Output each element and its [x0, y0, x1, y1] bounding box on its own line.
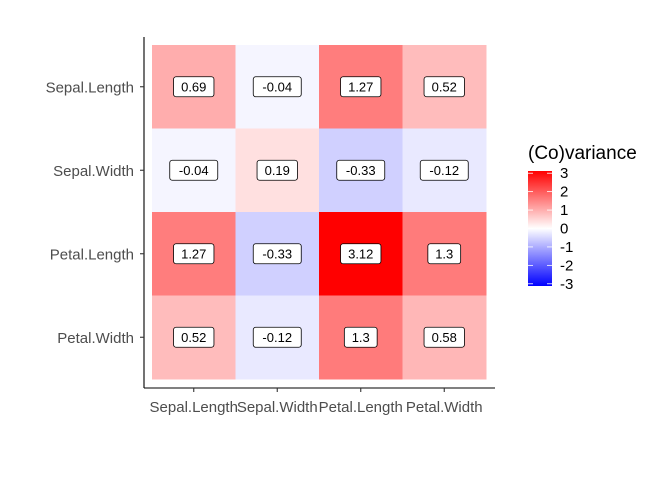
legend-tick-label: 0 — [560, 221, 568, 238]
cell-value-label: -0.33 — [336, 159, 386, 181]
cell-value-text: -0.33 — [346, 163, 376, 178]
y-tick-label: Sepal.Length — [46, 79, 134, 96]
cell-value-text: 0.69 — [181, 79, 206, 94]
x-tick-label: Sepal.Length — [150, 399, 238, 416]
cell-label-box — [169, 159, 219, 181]
legend: (Co)variance 3 21 0-1-2 -3 — [528, 143, 637, 293]
cell-value-label: 0.19 — [256, 159, 298, 181]
cell-value-label: -0.12 — [419, 159, 469, 181]
legend-ticks: 3 21 0-1-2 -3 — [528, 165, 573, 293]
x-tick-label: Petal.Length — [319, 399, 403, 416]
cell-value-label: 0.52 — [423, 76, 465, 98]
cell-value-label: 0.69 — [173, 76, 215, 98]
cell-value-text: 0.52 — [181, 330, 206, 345]
cell-label-box — [252, 243, 302, 265]
x-tick-label: Sepal.Width — [237, 399, 318, 416]
cell-value-label: -0.12 — [252, 326, 302, 348]
cell-label-box — [423, 76, 465, 98]
cell-value-text: 1.3 — [435, 246, 453, 261]
cell-label-box — [340, 243, 382, 265]
cell-value-label: 1.27 — [340, 76, 382, 98]
cell-value-label: 0.58 — [423, 326, 465, 348]
cell-value-text: 3.12 — [348, 246, 373, 261]
cell-value-text: 0.52 — [432, 79, 457, 94]
cell-label-box — [336, 159, 386, 181]
cell-value-text: 0.19 — [265, 163, 290, 178]
heatmap-cells — [152, 45, 487, 380]
cell-label-box — [423, 326, 465, 348]
legend-tick-label: -3 — [560, 276, 573, 293]
cell-value-label: 1.3 — [343, 326, 378, 348]
cell-label-box — [427, 243, 462, 265]
cell-label-box — [252, 76, 302, 98]
cell-value-text: 1.27 — [348, 79, 373, 94]
cell-label-box — [419, 159, 469, 181]
x-tick-label: Petal.Width — [406, 399, 483, 416]
cell-value-label: 0.52 — [173, 326, 215, 348]
cell-value-label: -0.04 — [169, 159, 219, 181]
cell-value-text: -0.12 — [429, 163, 459, 178]
cell-label-box — [343, 326, 378, 348]
legend-tick-label: -1 — [560, 239, 573, 256]
cell-value-text: 1.3 — [352, 330, 370, 345]
cell-value-label: 1.27 — [173, 243, 215, 265]
cell-value-text: 0.58 — [432, 330, 457, 345]
cell-value-text: -0.12 — [262, 330, 292, 345]
cell-value-text: -0.04 — [179, 163, 209, 178]
cell-label-box — [256, 159, 298, 181]
cell-value-label: -0.33 — [252, 243, 302, 265]
cell-label-box — [173, 326, 215, 348]
cell-value-label: -0.04 — [252, 76, 302, 98]
legend-tick-label: 3 — [560, 165, 568, 182]
cell-value-label: 3.12 — [340, 243, 382, 265]
cell-value-text: 1.27 — [181, 246, 206, 261]
y-tick-label: Petal.Length — [50, 246, 134, 263]
legend-tick-label: -2 — [560, 257, 573, 274]
cell-label-box — [340, 76, 382, 98]
cell-label-box — [173, 243, 215, 265]
y-axis: Sepal.Length Sepal.Width Petal.Length Petal… — [46, 79, 144, 347]
y-tick-label: Petal.Width — [57, 330, 134, 347]
legend-title: (Co)variance — [528, 143, 637, 164]
legend-tick-label: 1 — [560, 202, 568, 219]
cell-value-text: -0.04 — [262, 79, 292, 94]
cell-value-text: -0.33 — [262, 246, 292, 261]
cell-label-box — [173, 76, 215, 98]
legend-tick-label: 2 — [560, 184, 568, 201]
y-tick-label: Sepal.Width — [53, 163, 134, 180]
cell-value-label: 1.3 — [427, 243, 462, 265]
cell-value-labels: 0.69 -0.04 1.27 0.52 -0.04 0.19 -0.33 -0.12 1.27… — [169, 76, 469, 348]
cell-label-box — [252, 326, 302, 348]
